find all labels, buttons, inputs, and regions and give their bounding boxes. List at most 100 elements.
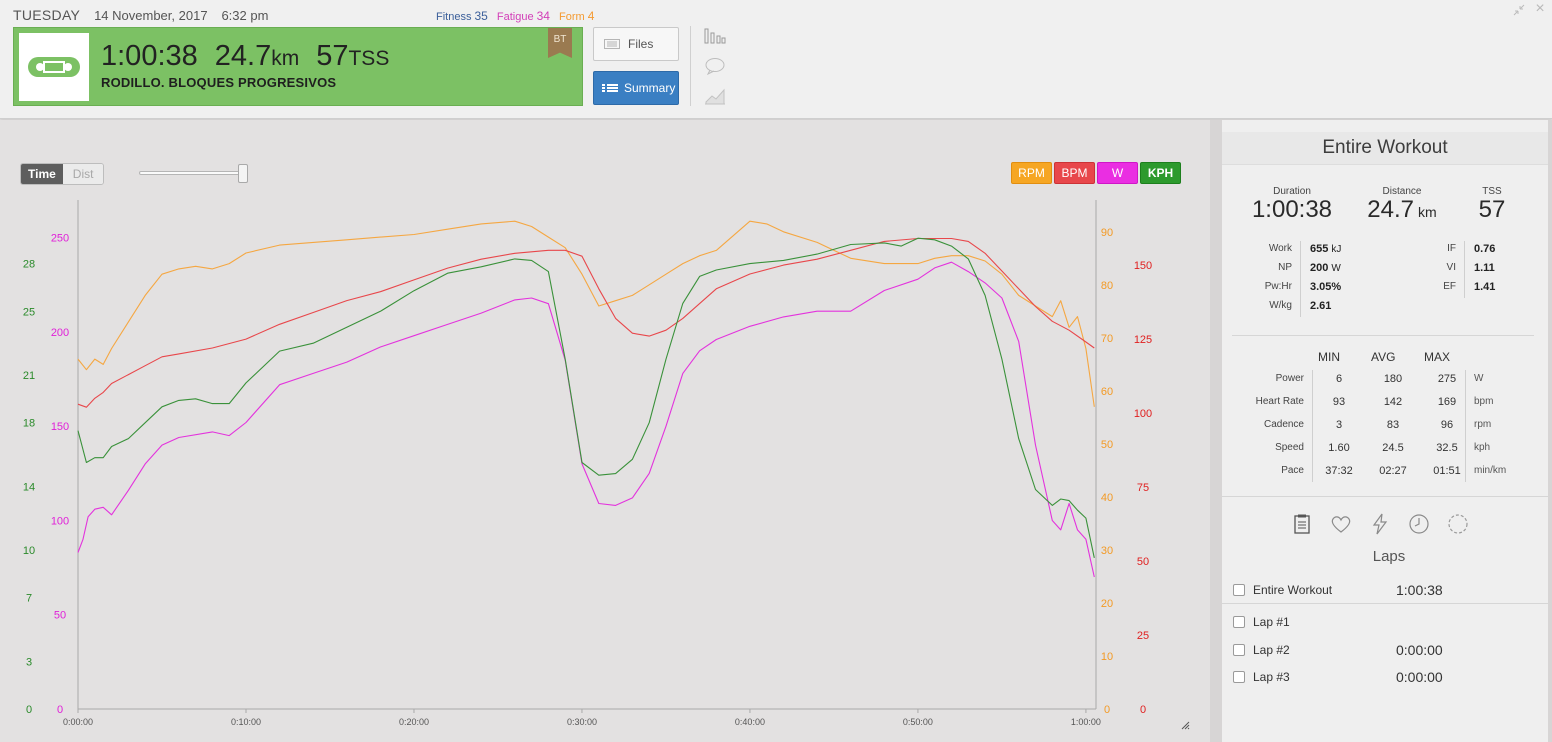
y-tick-label-w: 250 (51, 233, 69, 245)
metric-work: Work 655 kJ IF 0.76 (1222, 243, 1548, 262)
panel-title: Entire Workout (1322, 137, 1448, 158)
metric-if-label: IF (1447, 243, 1456, 254)
clock-icon[interactable] (1407, 512, 1431, 536)
panel-divider-2 (1222, 496, 1548, 497)
lap-name: Lap #1 (1253, 615, 1290, 629)
y-tick-label-kph: 25 (23, 306, 35, 318)
workout-date: 14 November, 2017 (94, 8, 208, 23)
chart-legend: RPM BPM W KPH (1011, 162, 1181, 184)
y-tick-label-rpm: 20 (1101, 598, 1113, 610)
summary-list-icon (602, 84, 618, 92)
table-cell-avg: 02:27 (1379, 465, 1407, 477)
y-tick-label-rpm: 30 (1101, 545, 1113, 557)
y-tick-label-rpm: 60 (1101, 386, 1113, 398)
series-line-kph (77, 237, 1095, 559)
y-tick-label-w: 0 (57, 704, 63, 716)
table-row-label: Heart Rate (1255, 396, 1304, 407)
dist-toggle[interactable]: Dist (62, 164, 104, 184)
table-cell-max: 32.5 (1436, 442, 1458, 454)
table-cell-avg: 142 (1383, 396, 1403, 408)
y-tick-label-kph: 28 (23, 259, 35, 271)
lap-row-3[interactable]: Lap #3 0:00:00 (1222, 665, 1548, 691)
smoothing-slider-track[interactable] (139, 171, 247, 175)
x-tick-label: 0:00:00 (63, 717, 93, 727)
metric-work-unit: kJ (1331, 244, 1342, 255)
metric-wkg: W/kg 2.61 (1222, 300, 1548, 319)
smoothing-slider-thumb[interactable] (238, 164, 248, 183)
table-cell-min: 1.60 (1328, 442, 1350, 454)
workout-chart[interactable]: 0:00:00 0:10:00 0:20:00 0:30:00 0:40:00 0:50:… (0, 120, 1210, 742)
lap-checkbox[interactable] (1233, 616, 1245, 628)
legend-kph[interactable]: KPH (1140, 162, 1181, 184)
table-cell-min: 6 (1335, 373, 1343, 385)
y-tick-label-bpm: 125 (1134, 334, 1152, 346)
workout-tag[interactable]: BT (548, 28, 572, 58)
y-tick-label-rpm: 40 (1101, 492, 1113, 504)
fitness-fatigue-form: Fitness 35 Fatigue 34 Form 4 (436, 9, 600, 23)
metrics-separator-left (1300, 241, 1301, 317)
summary-button[interactable]: Summary (593, 71, 679, 105)
metric-work-value: 655 kJ (1310, 243, 1341, 255)
y-tick-label-rpm: 80 (1101, 280, 1113, 292)
header-divider (690, 26, 691, 106)
metrics-separator-right (1464, 241, 1465, 298)
time-toggle[interactable]: Time (21, 164, 63, 184)
workout-tss-unit: TSS (348, 47, 390, 70)
metric-np: NP 200 W VI 1.11 (1222, 262, 1548, 281)
x-tick-label: 0:30:00 (567, 717, 597, 727)
metric-np-value: 200 W (1310, 262, 1341, 274)
metric-np-label: NP (1278, 262, 1292, 273)
y-tick-label-rpm: 10 (1101, 651, 1113, 663)
tss-label: TSS (1482, 186, 1502, 197)
lap-checkbox[interactable] (1233, 671, 1245, 683)
time-dist-toggle: Time Dist (20, 163, 105, 185)
files-button[interactable]: Files (593, 27, 679, 61)
table-header-max: MAX (1424, 350, 1451, 364)
y-tick-label-w: 200 (51, 327, 69, 339)
y-tick-label-kph: 0 (26, 704, 32, 716)
lap-checkbox[interactable] (1233, 584, 1245, 596)
workout-card[interactable]: 1:00:38 24.7km 57TSS RODILLO. BLOQUES PROG… (13, 27, 583, 106)
lap-row-entire[interactable]: Entire Workout 1:00:38 (1222, 578, 1548, 604)
legend-w[interactable]: W (1097, 162, 1138, 184)
table-cell-avg: 180 (1383, 373, 1403, 385)
metric-pwhr-value: 3.05% (1310, 281, 1342, 293)
metric-ef-label: EF (1443, 281, 1456, 292)
comment-icon[interactable] (704, 56, 726, 76)
lap-row-2[interactable]: Lap #2 0:00:00 (1222, 638, 1548, 664)
table-cell-min: 3 (1335, 419, 1343, 431)
trend-chart-icon[interactable] (704, 86, 726, 106)
table-cell-max: 96 (1440, 419, 1454, 431)
lap-row-1[interactable]: Lap #1 (1222, 610, 1548, 636)
table-cell-avg: 83 (1386, 419, 1400, 431)
bar-chart-icon[interactable] (704, 26, 726, 46)
fitness-label: Fitness (436, 11, 472, 23)
metric-wkg-label: W/kg (1269, 300, 1292, 311)
clipboard-icon[interactable] (1290, 512, 1314, 536)
x-tick-label: 0:50:00 (903, 717, 933, 727)
workout-tss: 57 (316, 40, 349, 72)
lightning-icon[interactable] (1368, 512, 1392, 536)
resize-grip-icon[interactable] (1180, 720, 1190, 730)
close-icon[interactable]: × (1535, 0, 1545, 17)
metric-vi-label: VI (1446, 262, 1456, 273)
laps-title: Laps (1372, 548, 1406, 565)
panel-title-bar (1222, 132, 1548, 165)
metric-np-unit: W (1331, 263, 1341, 274)
lap-name: Entire Workout (1253, 583, 1333, 597)
series-line-rpm (77, 220, 1095, 407)
table-header-min: MIN (1318, 350, 1340, 364)
day-name: TUESDAY (13, 7, 81, 23)
y-tick-label-w: 100 (51, 515, 69, 527)
dashed-circle-icon[interactable] (1446, 512, 1470, 536)
collapse-icon[interactable] (1512, 3, 1526, 17)
heart-icon[interactable] (1329, 512, 1353, 536)
metric-if-value: 0.76 (1474, 243, 1496, 255)
table-separator-left (1312, 370, 1313, 482)
table-cell-unit: bpm (1474, 396, 1494, 407)
workout-distance: 24.7 (214, 40, 272, 72)
legend-bpm[interactable]: BPM (1054, 162, 1095, 184)
y-tick-label-bpm: 100 (1134, 408, 1152, 420)
lap-checkbox[interactable] (1233, 644, 1245, 656)
legend-rpm[interactable]: RPM (1011, 162, 1052, 184)
